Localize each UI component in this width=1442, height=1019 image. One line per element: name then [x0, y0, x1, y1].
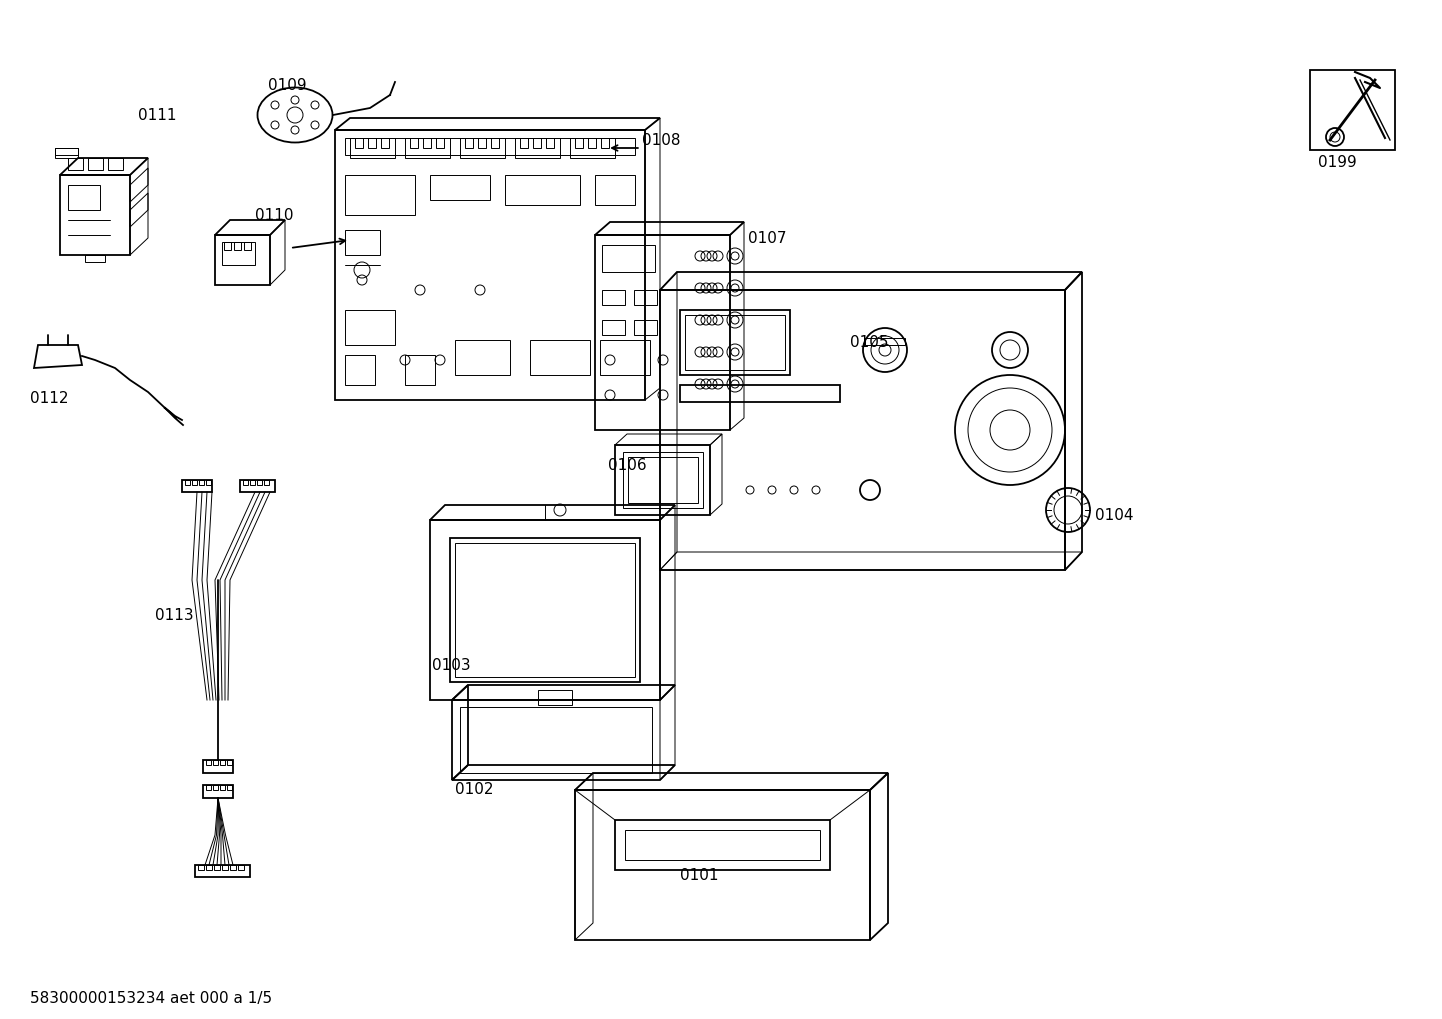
Text: 58300000153234 aet 000 a 1/5: 58300000153234 aet 000 a 1/5: [30, 990, 273, 1006]
Text: 0199: 0199: [1318, 155, 1357, 169]
Text: 0106: 0106: [609, 458, 646, 473]
Text: 0104: 0104: [1094, 507, 1133, 523]
Text: 0110: 0110: [255, 208, 294, 222]
Text: 0112: 0112: [30, 390, 69, 406]
Text: 0101: 0101: [681, 867, 718, 882]
Text: 0102: 0102: [456, 783, 493, 798]
Text: 0108: 0108: [642, 132, 681, 148]
Text: 0111: 0111: [138, 107, 176, 122]
Text: 0105: 0105: [849, 334, 888, 350]
Text: 0113: 0113: [154, 607, 193, 623]
Text: 0107: 0107: [748, 230, 786, 246]
Text: 0109: 0109: [268, 77, 307, 93]
Text: 0103: 0103: [433, 657, 470, 673]
